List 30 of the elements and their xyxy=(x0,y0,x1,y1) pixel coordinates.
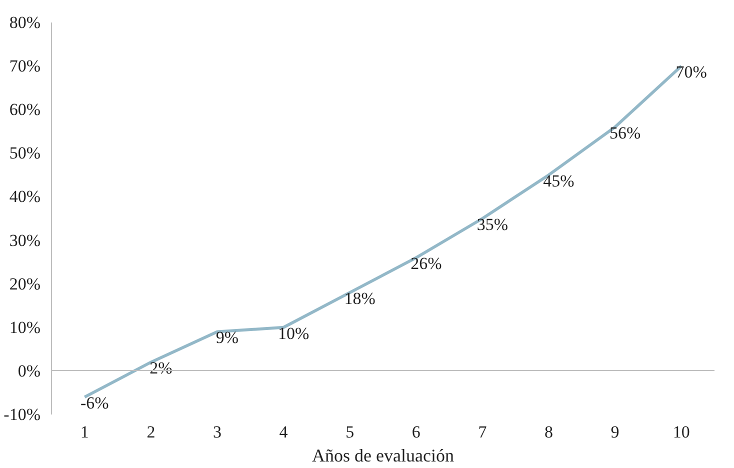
x-tick-label: 5 xyxy=(346,422,354,442)
y-tick-label: 30% xyxy=(9,230,41,250)
y-tick-label: -10% xyxy=(4,405,41,424)
data-label: 56% xyxy=(609,124,641,143)
data-label: 10% xyxy=(278,324,310,343)
data-label: 70% xyxy=(676,62,707,82)
y-tick-label: 80% xyxy=(9,13,41,32)
data-label: 26% xyxy=(410,254,442,274)
x-tick-label: 1 xyxy=(80,422,89,442)
x-tick-label: 2 xyxy=(146,422,156,442)
x-tick-label: 9 xyxy=(610,422,620,442)
x-tick-label: 7 xyxy=(478,422,488,442)
y-tick-label: 40% xyxy=(9,187,41,206)
x-tick-label: 10 xyxy=(672,422,690,442)
data-label: 18% xyxy=(344,289,376,308)
y-tick-label: 20% xyxy=(9,274,41,294)
y-tick-label: 60% xyxy=(9,100,41,120)
y-tick-label: 70% xyxy=(9,56,41,76)
y-tick-label: 10% xyxy=(9,318,41,337)
x-tick-label: 6 xyxy=(412,422,420,442)
data-label: 45% xyxy=(543,171,574,190)
data-label: -6% xyxy=(80,394,109,413)
data-label: 9% xyxy=(216,328,239,348)
data-label: 35% xyxy=(476,215,508,234)
x-tick-label: 4 xyxy=(279,422,288,442)
x-tick-label: 3 xyxy=(213,422,222,442)
x-tick-label: 8 xyxy=(544,422,553,442)
y-tick-label: 0% xyxy=(18,361,41,380)
y-tick-label: 50% xyxy=(9,144,41,163)
x-axis-title: Años de evaluación xyxy=(312,446,454,466)
